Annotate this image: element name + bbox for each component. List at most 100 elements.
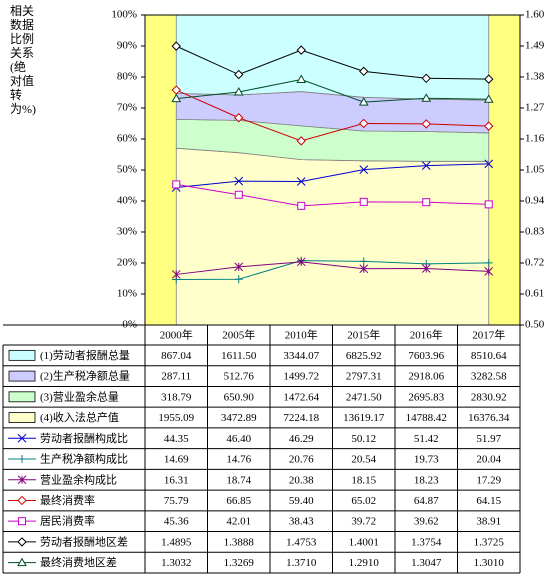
data-label: 18.15 <box>351 474 376 486</box>
y-tick-label: 30% <box>117 226 137 238</box>
data-label: 287.11 <box>161 371 191 383</box>
data-label: 1.3888 <box>224 536 255 548</box>
marker <box>359 165 369 174</box>
legend-swatch <box>8 412 36 423</box>
data-label: 2797.31 <box>346 371 382 383</box>
data-label: 1472.64 <box>283 391 319 403</box>
marker <box>484 74 494 84</box>
marker <box>484 267 494 276</box>
x-tick-label: 2016年 <box>410 328 443 342</box>
marker <box>421 93 432 102</box>
y-axis-title: 相关数据比例关系(绝对值转为%) <box>10 4 36 116</box>
marker <box>234 69 244 80</box>
marker <box>484 121 494 131</box>
data-label: 46.40 <box>226 433 251 445</box>
marker <box>359 118 369 129</box>
legend-swatch <box>8 391 36 403</box>
data-label: 65.02 <box>351 495 376 507</box>
data-label: 38.91 <box>476 516 501 528</box>
legend-marker <box>17 495 27 506</box>
legend-label: (4)收入法总产值 <box>40 410 119 424</box>
y-tick-label: 10% <box>117 288 137 300</box>
marker <box>359 264 369 274</box>
data-label: 8510.64 <box>471 350 507 362</box>
line <box>176 260 489 280</box>
data-label: 6825.92 <box>346 350 382 362</box>
y-tick-label: 50% <box>117 164 137 176</box>
line <box>176 89 489 142</box>
data-label: 14788.42 <box>406 412 447 424</box>
data-label: 1.3032 <box>161 557 191 569</box>
data-label: 2918.06 <box>408 371 444 383</box>
data-label: 1.4001 <box>349 536 379 548</box>
area <box>175 147 490 326</box>
marker <box>484 258 493 267</box>
data-label: 1955.09 <box>158 412 194 424</box>
data-label: 1.2910 <box>349 557 380 569</box>
marker <box>171 41 181 51</box>
legend-marker <box>18 455 26 463</box>
data-label: 39.62 <box>414 516 439 528</box>
line <box>176 45 489 80</box>
marker <box>172 180 181 189</box>
data-label: 64.15 <box>476 495 501 507</box>
data-label: 46.29 <box>289 433 314 445</box>
legend-label: 最终消费率 <box>40 493 95 507</box>
marker <box>296 74 307 84</box>
data-label: 867.04 <box>161 350 192 362</box>
legend-label: (1)劳动者报酬总量 <box>40 348 130 362</box>
data-label: 650.90 <box>224 391 255 403</box>
legend-marker <box>18 517 26 526</box>
data-label: 17.29 <box>476 474 501 486</box>
data-label: 20.38 <box>289 474 314 486</box>
y2-tick-label: 0.72 <box>525 257 544 269</box>
data-label: 1.4753 <box>286 536 317 548</box>
data-label: 1611.50 <box>221 350 257 362</box>
marker <box>421 73 431 84</box>
x-tick-label: 2005年 <box>222 328 255 342</box>
data-label: 2471.50 <box>346 391 382 403</box>
data-label: 14.69 <box>164 454 189 466</box>
line <box>176 261 489 275</box>
legend-marker <box>17 433 27 443</box>
y-tick-label: 60% <box>117 133 137 145</box>
data-label: 20.54 <box>351 454 376 466</box>
data-label: 42.01 <box>226 516 251 528</box>
marker <box>484 159 494 169</box>
marker <box>359 197 368 206</box>
legend-label: 居民消费率 <box>40 514 95 528</box>
legend-label: 营业盈余构成比 <box>40 472 117 486</box>
data-label: 318.79 <box>161 391 192 403</box>
data-label: 2695.83 <box>408 391 444 403</box>
marker <box>421 119 431 129</box>
data-label: 51.97 <box>476 433 501 445</box>
data-label: 3472.89 <box>221 412 257 424</box>
marker <box>171 270 181 279</box>
data-label: 512.76 <box>224 371 255 383</box>
data-label: 45.36 <box>164 516 189 528</box>
line <box>176 163 489 189</box>
x-tick-label: 2000年 <box>160 328 193 342</box>
data-label: 2830.92 <box>471 391 507 403</box>
data-label: 13619.17 <box>343 412 385 424</box>
y-tick-label: 90% <box>117 40 137 52</box>
y-tick-label: 70% <box>117 102 137 114</box>
y-tick-label: 20% <box>117 257 137 269</box>
data-label: 7224.18 <box>283 412 319 424</box>
legend-marker <box>17 557 27 567</box>
marker <box>234 275 243 284</box>
data-label: 66.85 <box>226 495 251 507</box>
marker <box>171 93 182 103</box>
marker <box>234 113 244 123</box>
legend-swatch <box>8 349 36 361</box>
y-tick-label: 100% <box>111 9 137 21</box>
data-label: 75.79 <box>164 495 189 507</box>
marker <box>359 66 369 77</box>
data-label: 1.3047 <box>411 557 442 569</box>
marker <box>421 264 431 273</box>
marker <box>296 177 306 186</box>
line <box>176 183 489 207</box>
data-label: 3344.07 <box>283 350 319 362</box>
y2-tick-label: 0.83 <box>525 226 545 238</box>
